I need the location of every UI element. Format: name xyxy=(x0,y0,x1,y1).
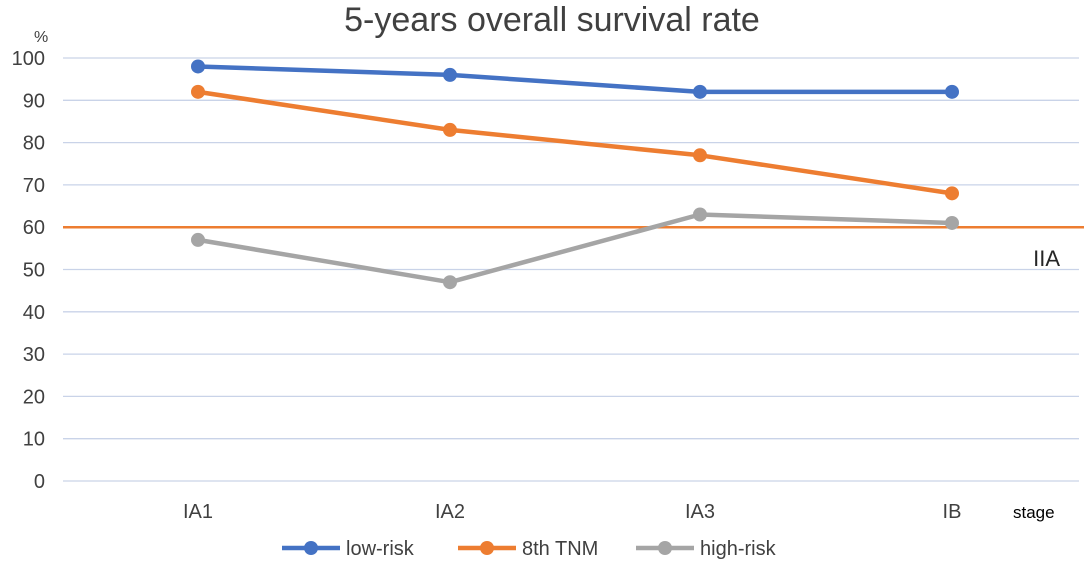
x-tick-ia2: IA2 xyxy=(435,501,465,523)
x-axis-label: stage xyxy=(1013,503,1055,522)
reference-line-group: IIA xyxy=(63,225,1084,271)
x-tick-ib: IB xyxy=(943,501,962,523)
y-tick-70: 70 xyxy=(23,175,45,197)
y-tick-30: 30 xyxy=(23,344,45,366)
y-axis-ticks: 0 10 20 30 40 50 60 70 80 90 100 xyxy=(12,48,45,493)
point-high-risk-ia2 xyxy=(443,275,457,290)
series-line-8th-tnm xyxy=(195,89,955,196)
y-tick-40: 40 xyxy=(23,302,45,324)
y-tick-10: 10 xyxy=(23,429,45,451)
series-line-low-risk xyxy=(195,64,955,95)
y-tick-100: 100 xyxy=(12,48,45,70)
series-line-high-risk xyxy=(195,212,955,285)
legend-marker-low-risk xyxy=(304,541,318,555)
y-tick-60: 60 xyxy=(23,217,45,239)
x-tick-ia1: IA1 xyxy=(183,501,213,523)
point-8th-tnm-ia1 xyxy=(191,84,205,99)
point-high-risk-ib xyxy=(945,215,959,230)
legend: low-risk 8th TNM high-risk xyxy=(282,538,777,560)
point-high-risk-ia1 xyxy=(191,232,205,247)
legend-label-low-risk: low-risk xyxy=(346,538,415,560)
point-low-risk-ib xyxy=(945,84,959,99)
y-tick-80: 80 xyxy=(23,133,45,155)
y-tick-90: 90 xyxy=(23,90,45,112)
gridlines xyxy=(63,57,1079,482)
legend-label-8th-tnm: 8th TNM xyxy=(522,538,598,560)
point-low-risk-ia2 xyxy=(443,67,457,82)
point-low-risk-ia3 xyxy=(693,84,707,99)
series-group xyxy=(191,59,959,290)
y-tick-20: 20 xyxy=(23,386,45,408)
legend-label-high-risk: high-risk xyxy=(700,538,777,560)
x-axis-ticks: IA1 IA2 IA3 IB xyxy=(183,501,961,523)
point-low-risk-ia1 xyxy=(191,59,205,74)
y-tick-0: 0 xyxy=(34,471,45,493)
x-tick-ia3: IA3 xyxy=(685,501,715,523)
chart-title: 5-years overall survival rate xyxy=(344,1,760,39)
reference-line-label: IIA xyxy=(1033,246,1060,271)
legend-marker-8th-tnm xyxy=(480,541,494,555)
point-8th-tnm-ia3 xyxy=(693,148,707,163)
y-axis-unit: % xyxy=(34,29,48,46)
point-8th-tnm-ib xyxy=(945,186,959,201)
y-tick-50: 50 xyxy=(23,260,45,282)
legend-marker-high-risk xyxy=(658,541,672,555)
point-8th-tnm-ia2 xyxy=(443,122,457,137)
point-high-risk-ia3 xyxy=(693,207,707,222)
